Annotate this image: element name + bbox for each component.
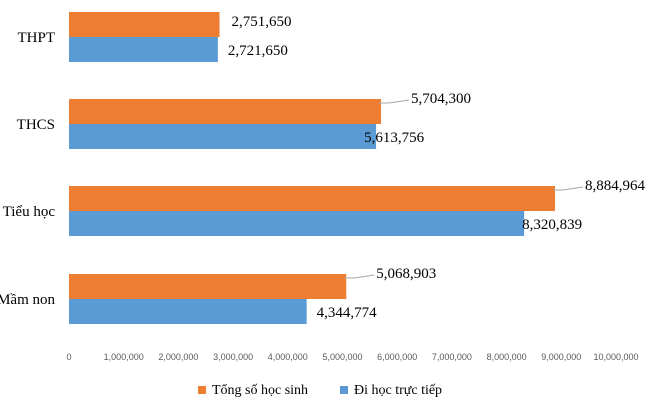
category-label-mam-non: Mầm non — [0, 292, 55, 308]
x-tick-7: 7,000,000 — [432, 352, 472, 362]
x-tick-5: 5,000,000 — [322, 352, 362, 362]
leader-lines-layer — [344, 99, 584, 279]
leader-line-tieu-hoc — [553, 186, 584, 191]
legend-swatch-di-hoc — [340, 386, 348, 394]
bar-mam-non-tong-so — [69, 274, 347, 299]
leader-line-mam-non — [344, 274, 375, 279]
data-label-thpt-tong-so: 2,751,650 — [232, 14, 292, 30]
bar-thcs-di-hoc — [69, 124, 377, 149]
category-label-thpt: THPT — [18, 30, 56, 46]
x-tick-10: 10,000,000 — [593, 352, 638, 362]
category-label-tieu-hoc: Tiểu học — [3, 204, 56, 220]
data-label-tieu-hoc-di-hoc: 8,320,839 — [522, 217, 582, 233]
x-tick-4: 4,000,000 — [268, 352, 308, 362]
x-tick-0: 0 — [66, 352, 71, 362]
x-tick-1: 1,000,000 — [104, 352, 144, 362]
data-label-mam-non-di-hoc: 4,344,774 — [317, 305, 378, 321]
x-tick-9: 9,000,000 — [541, 352, 581, 362]
legend-label-di-hoc: Đi học trực tiếp — [354, 383, 442, 398]
category-label-thcs: THCS — [17, 117, 55, 133]
x-tick-6: 6,000,000 — [377, 352, 417, 362]
bar-thpt-tong-so — [69, 12, 220, 37]
bar-thpt-di-hoc — [69, 37, 218, 62]
bar-mam-non-di-hoc — [69, 299, 307, 324]
data-label-tieu-hoc-tong-so: 8,884,964 — [585, 178, 646, 194]
data-label-mam-non-tong-so: 5,068,903 — [376, 266, 436, 282]
data-label-thcs-tong-so: 5,704,300 — [411, 91, 471, 107]
legend-label-tong-so: Tổng số học sinh — [212, 383, 308, 398]
bar-thcs-tong-so — [69, 99, 382, 124]
category-labels-layer: THPT THCS Tiểu học Mầm non — [0, 30, 55, 308]
bar-tieu-hoc-di-hoc — [69, 211, 525, 236]
x-tick-3: 3,000,000 — [213, 352, 253, 362]
leader-line-thcs — [379, 99, 410, 104]
data-label-thpt-di-hoc: 2,721,650 — [228, 43, 288, 59]
data-label-thcs-di-hoc: 5,613,756 — [364, 130, 425, 146]
x-axis-ticks: 0 1,000,000 2,000,000 3,000,000 4,000,000 5,0… — [66, 352, 638, 362]
legend-swatch-tong-so — [198, 386, 206, 394]
x-tick-2: 2,000,000 — [158, 352, 198, 362]
x-tick-8: 8,000,000 — [487, 352, 527, 362]
data-labels-layer: 2,751,650 2,721,650 5,704,300 5,613,756 8,88… — [228, 14, 646, 321]
legend: Tổng số học sinh Đi học trực tiếp — [198, 383, 442, 398]
bars-layer — [69, 12, 556, 324]
bar-tieu-hoc-tong-so — [69, 186, 556, 211]
